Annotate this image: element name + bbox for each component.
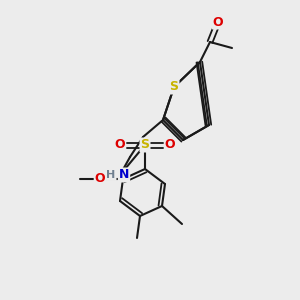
Text: S: S bbox=[169, 80, 178, 94]
Text: S: S bbox=[140, 139, 149, 152]
Text: O: O bbox=[213, 16, 223, 28]
Text: O: O bbox=[165, 139, 175, 152]
Text: N: N bbox=[119, 169, 129, 182]
Text: H: H bbox=[106, 170, 116, 180]
Text: O: O bbox=[95, 172, 105, 185]
Text: O: O bbox=[115, 139, 125, 152]
